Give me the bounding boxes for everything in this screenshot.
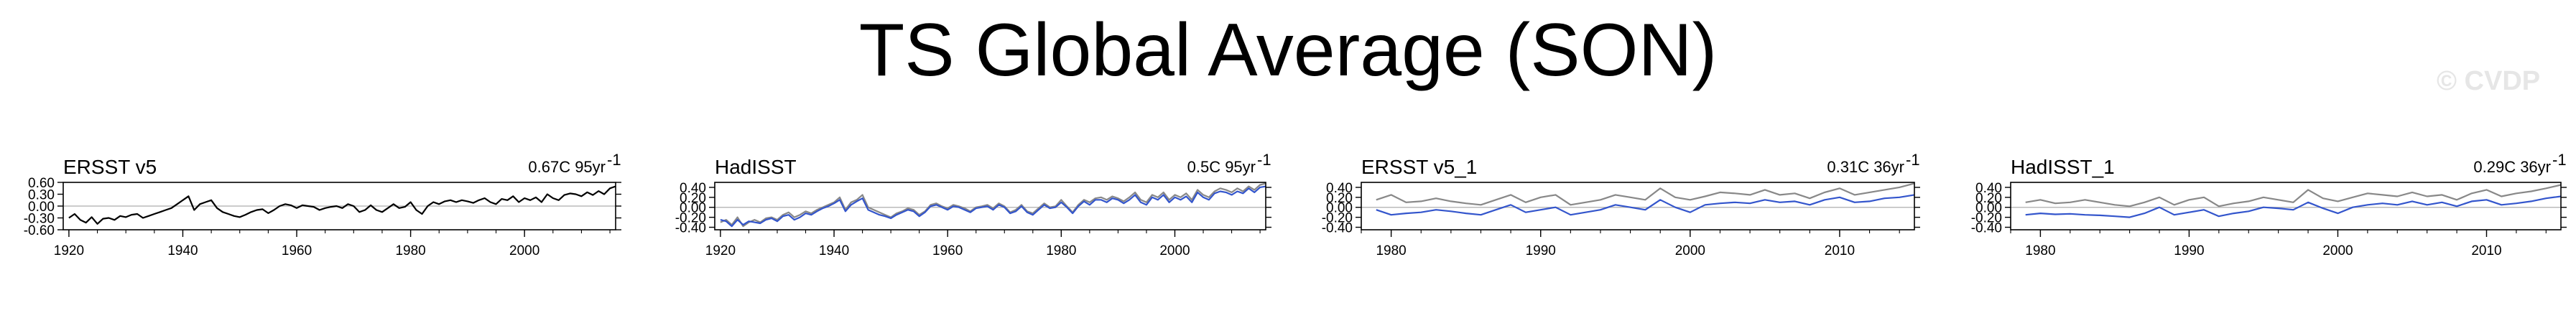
chart-panel-4: -0.40-0.200.000.200.40 1980 1990 2000 2010 Ha… [1971, 151, 2567, 258]
plot-frame [2010, 182, 2562, 230]
figure-title: TS Global Average (SON) [0, 7, 2576, 93]
x-tick-label: 1980 [395, 243, 425, 258]
x-tick-label: 1960 [282, 243, 312, 258]
x-tick-label: 2010 [1825, 243, 1855, 258]
y-tick-label: 0.00 [680, 201, 706, 216]
trend-value: 0.31C 36yr [1827, 158, 1904, 176]
trend-value: 0.5C 95yr [1187, 158, 1256, 176]
trend-label: 0.31C 36yr [1827, 158, 1904, 176]
x-tick-label: 1980 [1376, 243, 1406, 258]
x-tick-label: 1940 [167, 243, 198, 258]
y-tick-label: 0.00 [1975, 201, 2002, 216]
series-line-1 [1376, 182, 1915, 206]
series-line-2 [1376, 194, 1915, 216]
y-tick-label: 0.00 [28, 200, 55, 215]
series-line-1 [68, 185, 616, 225]
y-tick-label: -0.40 [1322, 221, 1353, 236]
y-tick-label: -0.20 [675, 211, 706, 226]
y-tick-label: 0.30 [28, 188, 55, 203]
chart-panel-3: -0.40-0.200.000.200.40 1980 1990 2000 2010 ER… [1322, 151, 1920, 258]
x-tick-label: 1980 [2025, 243, 2055, 258]
trend-value: 0.67C 95yr [528, 158, 606, 176]
series-line-2 [2025, 195, 2562, 218]
x-tick-label: 2000 [1159, 243, 1190, 258]
plot-frame [714, 182, 1266, 230]
y-tick-label: -0.40 [1971, 221, 2002, 236]
series-line-1 [720, 182, 1266, 228]
panel-title: ERSST v5_1 [1361, 156, 1477, 178]
y-tick-label: 0.60 [28, 176, 55, 191]
y-tick-label: -0.40 [675, 221, 706, 236]
trend-exponent: -1 [607, 151, 621, 169]
y-tick-label: 0.40 [680, 181, 706, 196]
trend-label: 0.29C 36yr [2473, 158, 2551, 176]
y-tick-label: 0.20 [1326, 191, 1353, 206]
chart-panel-2: -0.40-0.200.000.200.40 1920 1940 1960 1980 20… [675, 151, 1271, 258]
x-tick-label: 1960 [932, 243, 963, 258]
x-tick-label: 1990 [1526, 243, 1556, 258]
y-tick-label: -0.20 [1971, 211, 2002, 226]
y-tick-label: 0.40 [1975, 181, 2002, 196]
panel-title: ERSST v5 [63, 156, 157, 178]
y-tick-label: -0.30 [24, 212, 55, 227]
series-line-2 [720, 185, 1266, 228]
x-tick-label: 1920 [705, 243, 736, 258]
panel-title: HadISST [715, 156, 797, 178]
x-tick-label: 2000 [1675, 243, 1705, 258]
trend-label: 0.67C 95yr [528, 158, 606, 176]
y-tick-label: 0.40 [1326, 181, 1353, 196]
trend-value: 0.29C 36yr [2473, 158, 2551, 176]
y-tick-label: -0.60 [24, 223, 55, 238]
trend-exponent: -1 [2552, 151, 2567, 169]
trend-exponent: -1 [1906, 151, 1920, 169]
trend-label: 0.5C 95yr [1187, 158, 1256, 176]
y-tick-label: -0.20 [1322, 211, 1353, 226]
watermark: © CVDP [2437, 66, 2541, 96]
y-tick-label: 0.00 [1326, 201, 1353, 216]
series-line-1 [2025, 184, 2562, 208]
x-tick-label: 2000 [509, 243, 539, 258]
chart-panel-1: -0.60-0.300.000.300.60 1920 1940 1960 1980 20… [24, 151, 621, 258]
y-tick-label: 0.20 [1975, 191, 2002, 206]
y-tick-label: 0.20 [680, 191, 706, 206]
x-tick-label: 1920 [54, 243, 84, 258]
panel-title: HadISST_1 [2011, 156, 2115, 178]
plot-frame [1361, 182, 1915, 230]
x-tick-label: 1940 [819, 243, 849, 258]
x-tick-label: 2010 [2471, 243, 2501, 258]
x-tick-label: 1980 [1046, 243, 1076, 258]
x-tick-label: 1990 [2174, 243, 2204, 258]
x-tick-label: 2000 [2322, 243, 2353, 258]
figure-title-text: TS Global Average (SON) [858, 9, 1718, 92]
trend-exponent: -1 [1257, 151, 1271, 169]
